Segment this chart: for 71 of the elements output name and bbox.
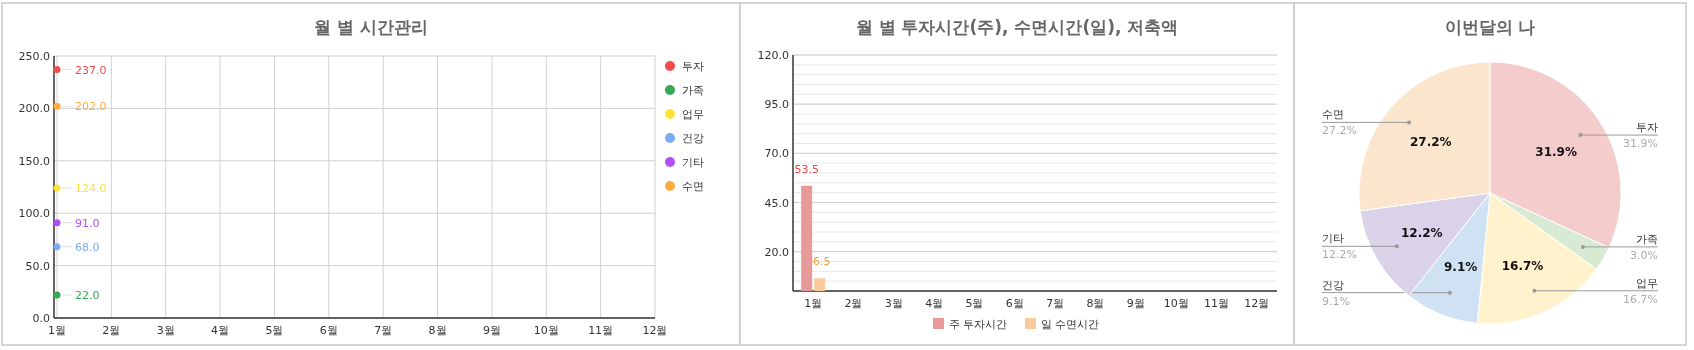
- x-tick-label: 1월: [804, 297, 823, 310]
- slice-label: 업무: [1636, 276, 1658, 290]
- text: 31.9%: [1623, 137, 1658, 151]
- data-label: 27.2%: [1409, 135, 1452, 150]
- legend-label: 주 투자시간: [949, 318, 1008, 331]
- data-label: 12.2%: [1400, 226, 1443, 241]
- y-tick-label: 200.0: [18, 102, 50, 116]
- legend-label: 기타: [682, 156, 704, 169]
- y-tick-label: 95.0: [764, 98, 789, 112]
- chart-title: 이번달의 나: [1444, 17, 1536, 37]
- legend-label: 건강: [682, 132, 704, 145]
- data-label: 6.5: [812, 255, 831, 269]
- data-label: 68.0: [75, 240, 100, 254]
- data-label: 53.5: [794, 162, 819, 176]
- data-label: 16.7%: [1501, 258, 1544, 273]
- x-tick-label: 8월: [1086, 297, 1105, 310]
- data-label: 31.9%: [1535, 144, 1578, 159]
- x-tick-label: 5월: [965, 297, 984, 310]
- slice-label: 투자: [1636, 121, 1658, 135]
- chart-title: 월 별 투자시간(주), 수면시간(일), 저축액: [855, 17, 1179, 37]
- text: 12.2%: [1322, 248, 1357, 262]
- x-tick-label: 12월: [642, 324, 668, 337]
- y-tick-label: 50.0: [25, 259, 50, 273]
- text: 16.7%: [1623, 292, 1658, 306]
- slice-label: 가족: [1636, 232, 1658, 246]
- x-tick-label: 5월: [265, 324, 284, 337]
- data-label: 22.0: [75, 288, 100, 302]
- chart-title: 월 별 시간관리: [314, 17, 428, 37]
- y-tick-label: 45.0: [764, 196, 789, 210]
- data-label: 202.0: [75, 100, 107, 114]
- slice-label: 수면: [1322, 108, 1344, 122]
- legend-label: 수면: [682, 180, 704, 193]
- data-label: 91.0: [75, 216, 100, 230]
- x-tick-label: 7월: [374, 324, 393, 337]
- y-tick-label: 0.0: [32, 312, 50, 325]
- x-tick-label: 9월: [482, 324, 501, 337]
- x-tick-label: 11월: [1204, 297, 1229, 310]
- data-label: 237.0: [75, 63, 107, 77]
- x-tick-label: 4월: [925, 297, 944, 310]
- x-tick-label: 10월: [533, 324, 559, 337]
- data-label: 3.0%: [1630, 248, 1658, 262]
- legend-label: 가족: [682, 84, 704, 97]
- slice-label: 건강: [1322, 278, 1344, 292]
- legend-label: 업무: [682, 108, 704, 121]
- x-tick-label: 6월: [319, 324, 338, 337]
- y-tick-label: 120.0: [757, 49, 789, 62]
- x-tick-label: 10월: [1163, 297, 1189, 310]
- y-tick-label: 100.0: [18, 207, 50, 221]
- legend-label: 일 수면시간: [1041, 318, 1100, 331]
- x-tick-label: 4월: [211, 324, 230, 337]
- y-tick-label: 20.0: [764, 245, 789, 259]
- x-tick-label: 8월: [428, 324, 447, 337]
- x-tick-label: 1월: [48, 324, 66, 337]
- x-tick-label: 2월: [844, 297, 863, 310]
- y-tick-label: 250.0: [18, 50, 50, 63]
- data-label: 9.1%: [1443, 259, 1478, 274]
- text: 9.1%: [1322, 294, 1350, 308]
- x-tick-label: 11월: [588, 324, 614, 337]
- slice-label: 기타: [1322, 232, 1344, 246]
- x-tick-label: 7월: [1046, 297, 1065, 310]
- y-tick-label: 150.0: [18, 154, 50, 168]
- y-tick-label: 70.0: [764, 147, 789, 161]
- x-tick-label: 2월: [102, 324, 121, 337]
- data-label: 124.0: [75, 182, 107, 196]
- x-tick-label: 12월: [1244, 297, 1270, 310]
- x-tick-label: 6월: [1005, 297, 1024, 310]
- legend-label: 투자: [682, 60, 704, 73]
- x-tick-label: 9월: [1126, 297, 1145, 310]
- text: 27.2%: [1322, 124, 1357, 138]
- x-tick-label: 3월: [156, 324, 175, 337]
- x-tick-label: 3월: [884, 297, 903, 310]
